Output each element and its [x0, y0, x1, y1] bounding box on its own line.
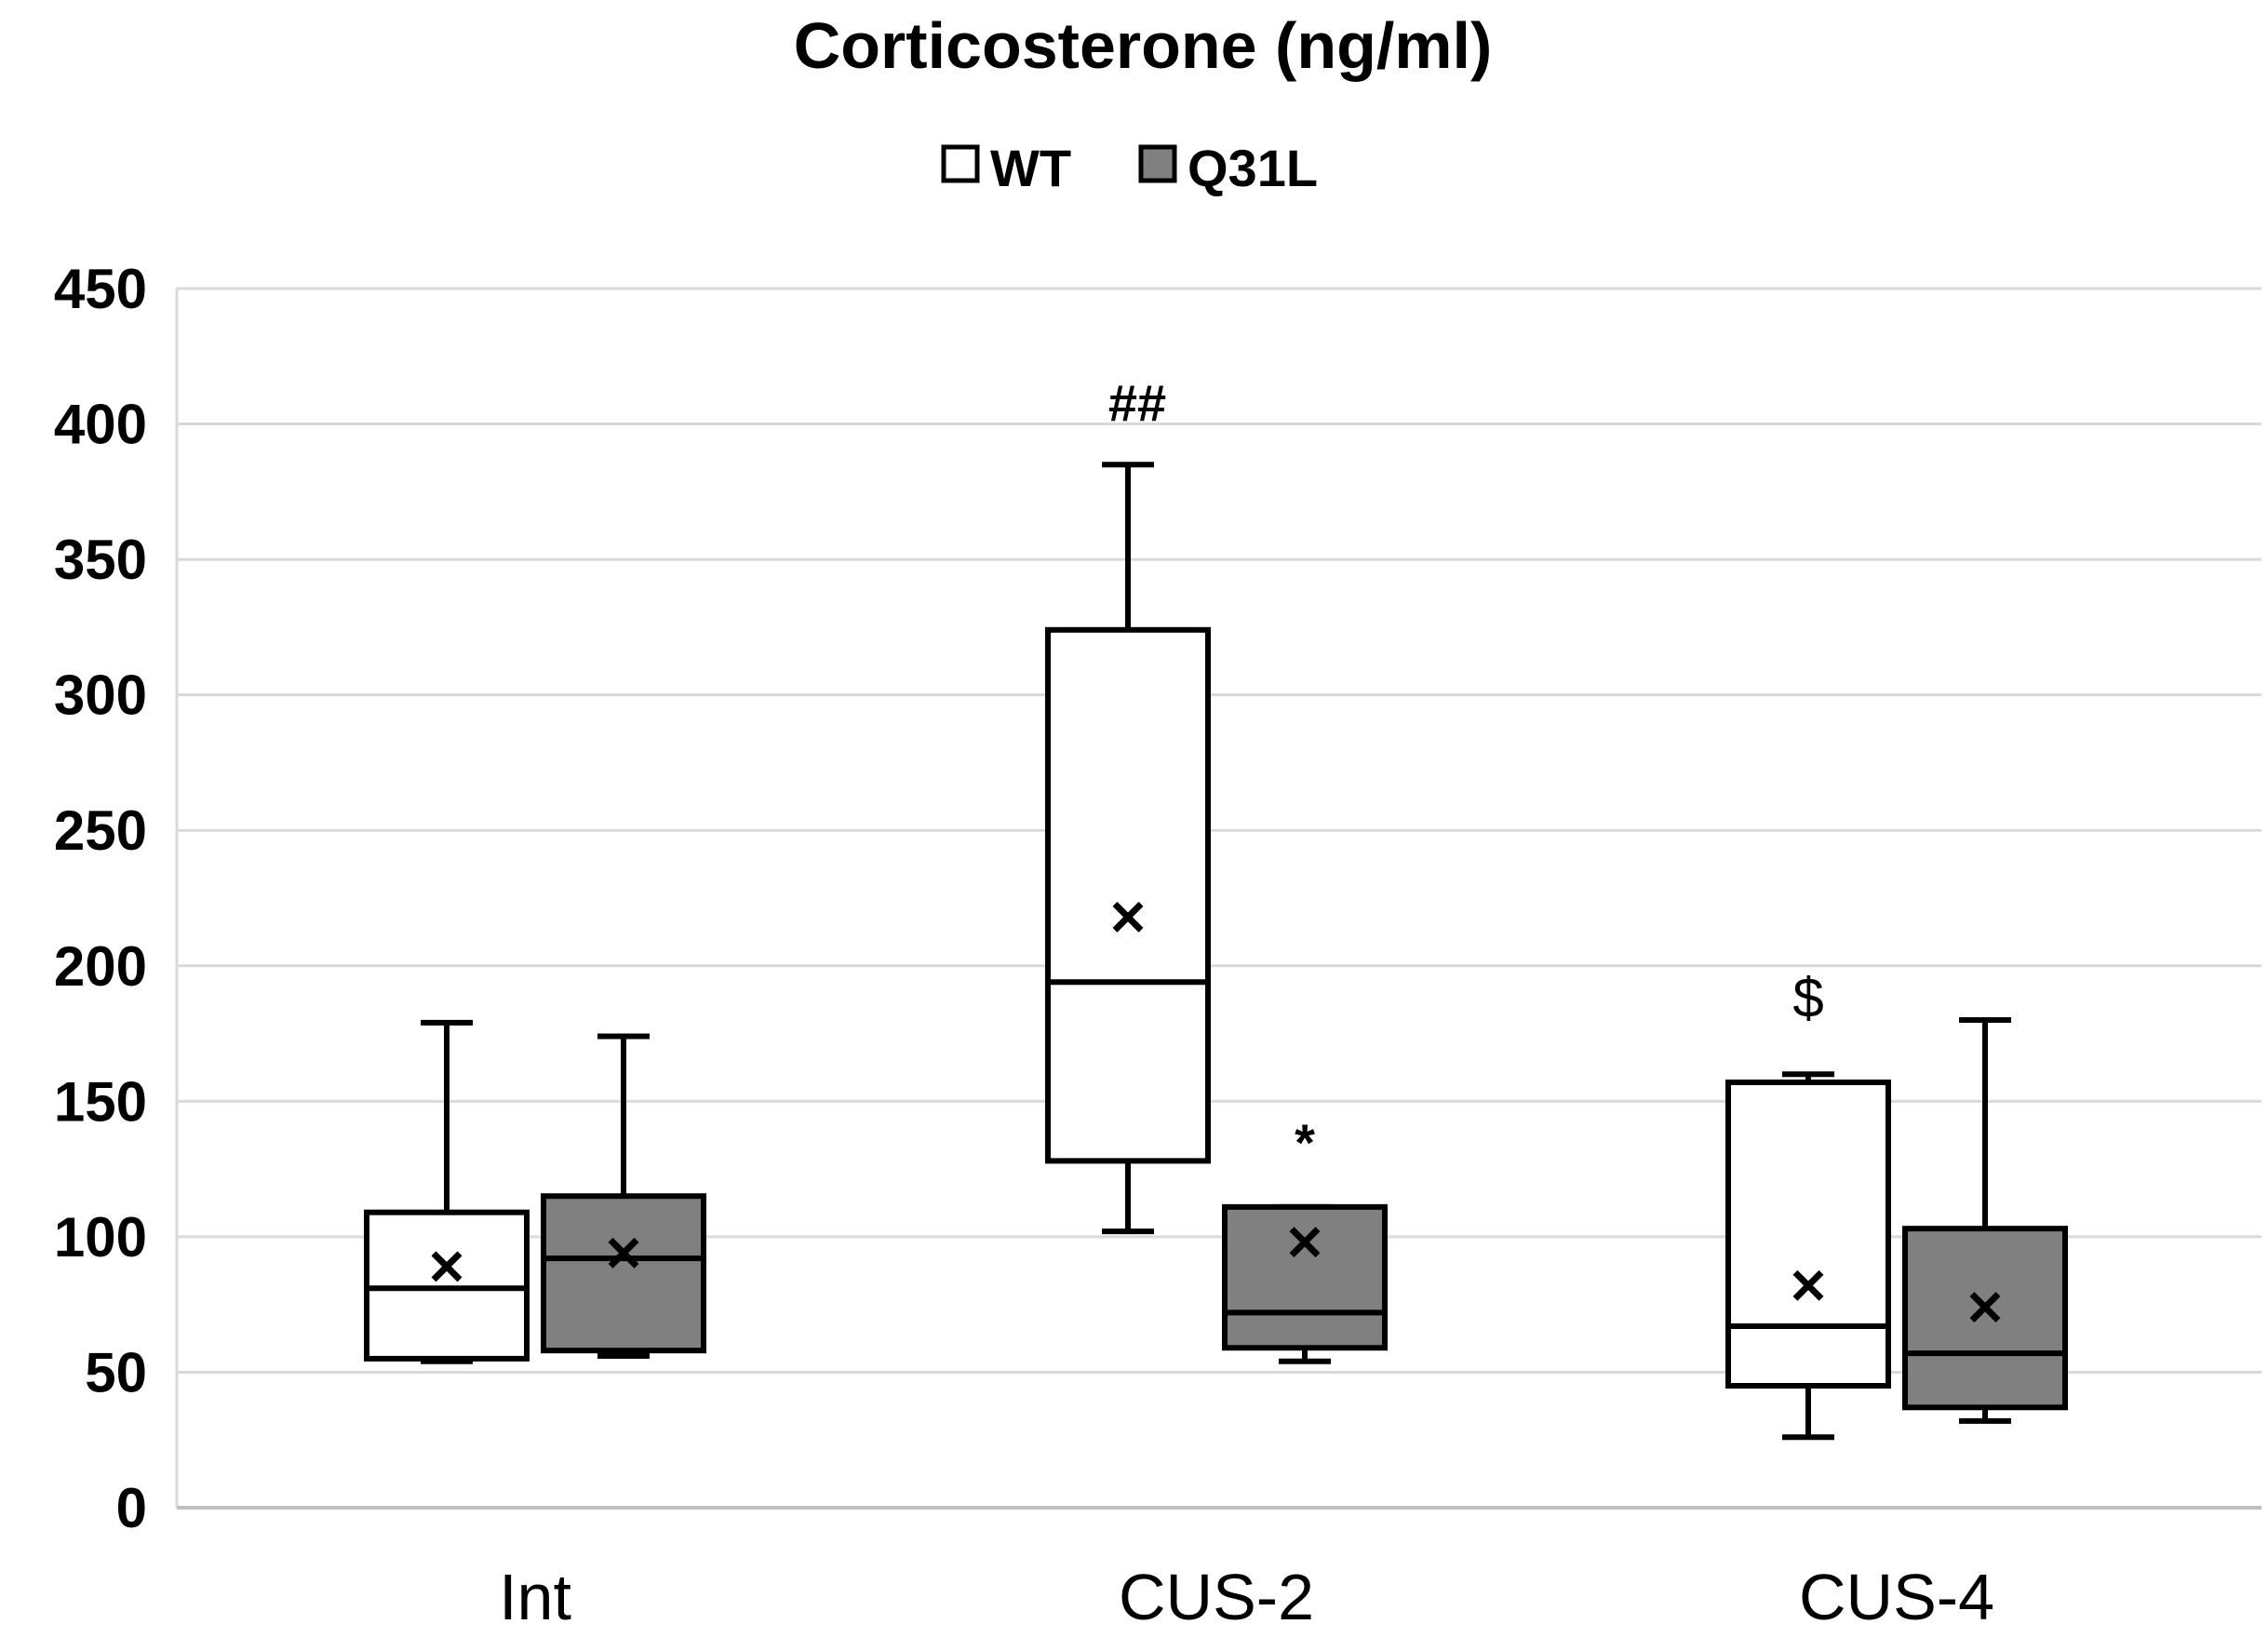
box-iqr	[541, 1193, 706, 1354]
box-q31l-int	[541, 1033, 706, 1359]
box-iqr	[1222, 1203, 1388, 1351]
box-q31l-cus-2	[1222, 1203, 1388, 1364]
mean-marker	[1289, 1227, 1321, 1258]
mean-stroke	[431, 1251, 463, 1282]
annotation-label: ##	[1108, 373, 1166, 432]
y-tick-label: 0	[116, 1477, 147, 1539]
y-tick-label: 50	[85, 1341, 147, 1403]
annotation-label: *	[1295, 1113, 1315, 1172]
mean-stroke	[608, 1237, 639, 1268]
mean-stroke	[1289, 1227, 1321, 1258]
legend-swatch	[1138, 144, 1177, 183]
x-tick-label: Int	[499, 1561, 571, 1633]
x-axis: Int CUS-2 CUS-4	[499, 1561, 1994, 1633]
chart-title: Corticosterone (ng/ml)	[794, 9, 1493, 82]
mean-marker	[1792, 1269, 1824, 1301]
legend-item-q31l: Q31L	[1138, 139, 1318, 197]
y-tick-label: 100	[54, 1206, 147, 1268]
y-tick-label: 250	[54, 799, 147, 862]
boxes	[364, 462, 2068, 1441]
legend: WT Q31L	[941, 139, 1318, 197]
y-tick-label: 350	[54, 529, 147, 591]
box-iqr	[1045, 626, 1211, 1164]
y-tick-label: 150	[54, 1070, 147, 1133]
box-q31l-cus-4	[1902, 1017, 2068, 1424]
box-iqr	[1902, 1226, 2068, 1411]
mean-stroke	[1112, 901, 1144, 933]
mean-marker	[431, 1251, 463, 1282]
y-tick-label: 400	[54, 394, 147, 456]
y-axis: 0 50 100 150 200 250 300 350 400 450	[54, 258, 2261, 1539]
x-tick-label: CUS-2	[1119, 1561, 1314, 1633]
legend-label: WT	[990, 139, 1071, 197]
box-iqr	[1725, 1079, 1891, 1389]
annotation-label: $	[1792, 967, 1823, 1029]
legend-label: Q31L	[1188, 139, 1318, 197]
y-tick-label: 450	[54, 258, 147, 320]
mean-marker	[1112, 901, 1144, 933]
mean-marker	[608, 1237, 639, 1268]
annotations: ## * $	[1108, 373, 1824, 1172]
mean-stroke	[1792, 1269, 1824, 1301]
y-tick-label: 200	[54, 935, 147, 998]
box-wt-cus-2	[1045, 462, 1211, 1235]
box-wt-cus-4	[1725, 1071, 1891, 1441]
legend-item-wt: WT	[941, 139, 1071, 197]
x-tick-label: CUS-4	[1799, 1561, 1994, 1633]
legend-swatch	[941, 144, 980, 183]
mean-stroke	[1969, 1292, 2001, 1323]
mean-marker	[1969, 1292, 2001, 1323]
box-wt-int	[364, 1019, 530, 1364]
y-tick-label: 300	[54, 664, 147, 727]
